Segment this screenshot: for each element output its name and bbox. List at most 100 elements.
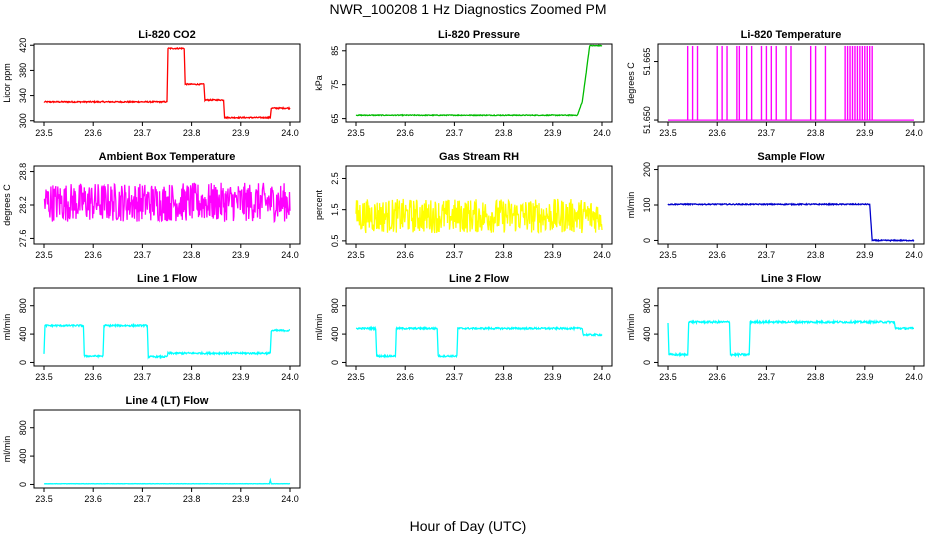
y-tick-label: 380 <box>18 63 28 78</box>
y-axis-label: ml/min <box>2 436 12 463</box>
x-tick-label: 24.0 <box>281 372 299 382</box>
x-tick-label: 23.5 <box>659 250 677 260</box>
x-tick-label: 23.5 <box>659 372 677 382</box>
x-tick-label: 23.8 <box>807 372 825 382</box>
series-line <box>355 325 603 359</box>
x-tick-label: 24.0 <box>593 128 611 138</box>
x-tick-label: 24.0 <box>905 128 923 138</box>
x-tick-label: 23.5 <box>35 494 53 504</box>
x-tick-label: 23.8 <box>495 372 513 382</box>
y-tick-label: 28.2 <box>18 196 28 214</box>
x-tick-label: 23.5 <box>347 128 365 138</box>
y-tick-label: 340 <box>18 88 28 103</box>
x-tick-label: 23.9 <box>232 494 250 504</box>
panel-3: Li-820 Temperature degrees C 23.5 23.6 23.7 2… <box>626 29 925 138</box>
x-tick-label: 23.9 <box>232 372 250 382</box>
panel-1: Li-820 CO2 Licor ppm 23.5 23.6 23.7 23.8 23.9 2… <box>2 29 301 138</box>
plot-frame <box>33 409 301 489</box>
x-tick-label: 23.5 <box>35 128 53 138</box>
y-tick-label: 0 <box>18 360 28 365</box>
x-tick-label: 23.9 <box>856 128 874 138</box>
y-tick-label: 100 <box>642 197 652 212</box>
x-tick-label: 23.5 <box>35 372 53 382</box>
x-tick-label: 23.6 <box>84 372 102 382</box>
x-tick-label: 24.0 <box>905 372 923 382</box>
series-line <box>355 198 603 235</box>
plot-frame <box>33 43 301 123</box>
panel-9: Line 3 Flow ml/min 23.5 23.6 23.7 23.8 23.9 24.… <box>626 273 925 382</box>
series-line <box>667 318 914 358</box>
x-tick-label: 23.6 <box>708 250 726 260</box>
plot-frame <box>345 165 613 245</box>
x-tick-label: 23.9 <box>544 128 562 138</box>
x-tick-label: 23.7 <box>758 372 776 382</box>
y-tick-label: 27.6 <box>18 230 28 248</box>
panel-title: Li-820 Temperature <box>741 29 842 41</box>
x-tick-label: 23.9 <box>544 250 562 260</box>
y-axis-label: degrees C <box>626 62 636 104</box>
x-tick-label: 23.7 <box>134 128 152 138</box>
x-tick-label: 23.6 <box>84 250 102 260</box>
y-tick-label: 200 <box>642 162 652 177</box>
x-tick-label: 23.6 <box>708 128 726 138</box>
panel-title: Li-820 CO2 <box>138 29 195 41</box>
y-axis-label: percent <box>314 189 324 220</box>
x-tick-label: 23.8 <box>183 128 201 138</box>
series-line <box>355 44 603 117</box>
y-tick-label: 0 <box>642 360 652 365</box>
y-tick-label: 400 <box>642 327 652 342</box>
x-tick-label: 23.6 <box>396 128 414 138</box>
y-tick-label: 51.650 <box>642 106 652 134</box>
y-tick-label: 65 <box>330 114 340 124</box>
y-tick-label: 2.5 <box>330 172 340 185</box>
x-tick-label: 24.0 <box>281 250 299 260</box>
y-tick-label: 51.665 <box>642 48 652 76</box>
x-tick-label: 23.6 <box>84 128 102 138</box>
x-tick-label: 23.8 <box>807 128 825 138</box>
x-tick-label: 24.0 <box>905 250 923 260</box>
x-tick-label: 23.9 <box>232 128 250 138</box>
x-tick-label: 23.8 <box>183 494 201 504</box>
x-tick-label: 23.9 <box>544 372 562 382</box>
x-tick-label: 23.7 <box>758 128 776 138</box>
x-tick-label: 23.5 <box>659 128 677 138</box>
panel-2: Li-820 Pressure kPa 23.5 23.6 23.7 23.8 23.9 24… <box>314 29 613 138</box>
x-tick-label: 24.0 <box>281 494 299 504</box>
panel-5: Gas Stream RH percent 23.5 23.6 23.7 23.8 23.9… <box>314 151 613 260</box>
plot-frame <box>657 43 925 123</box>
y-axis-label: degrees C <box>2 184 12 226</box>
x-tick-label: 23.6 <box>708 372 726 382</box>
x-tick-label: 23.5 <box>347 250 365 260</box>
panel-title: Line 3 Flow <box>761 273 821 285</box>
panel-4: Ambient Box Temperature degrees C 23.5 23.6… <box>2 151 301 260</box>
series-line <box>667 202 915 243</box>
x-tick-label: 23.7 <box>446 250 464 260</box>
y-tick-label: 0 <box>642 238 652 243</box>
y-axis-label: kPa <box>314 75 324 91</box>
panel-title: Gas Stream RH <box>439 151 519 163</box>
figure-x-axis-label: Hour of Day (UTC) <box>409 518 527 534</box>
x-tick-label: 23.5 <box>347 372 365 382</box>
x-tick-label: 23.7 <box>758 250 776 260</box>
y-tick-label: 75 <box>330 80 340 90</box>
x-tick-label: 23.9 <box>232 250 250 260</box>
series-line <box>43 477 291 485</box>
x-tick-label: 23.6 <box>396 372 414 382</box>
y-axis-label: ml/min <box>626 314 636 341</box>
y-tick-label: 420 <box>18 38 28 53</box>
x-tick-label: 23.8 <box>807 250 825 260</box>
x-tick-label: 23.6 <box>84 494 102 504</box>
y-tick-label: 28.8 <box>18 163 28 181</box>
y-axis-label: ml/min <box>2 314 12 341</box>
x-tick-label: 23.9 <box>856 372 874 382</box>
panel-title: Sample Flow <box>757 151 825 163</box>
x-tick-label: 23.8 <box>183 372 201 382</box>
panel-title: Line 1 Flow <box>137 273 197 285</box>
panel-title: Line 4 (LT) Flow <box>126 395 209 407</box>
x-tick-label: 23.7 <box>446 372 464 382</box>
y-axis-label: ml/min <box>626 192 636 219</box>
y-tick-label: 0.5 <box>330 235 340 248</box>
y-tick-label: 800 <box>18 420 28 435</box>
y-axis-label: Licor ppm <box>2 63 12 103</box>
